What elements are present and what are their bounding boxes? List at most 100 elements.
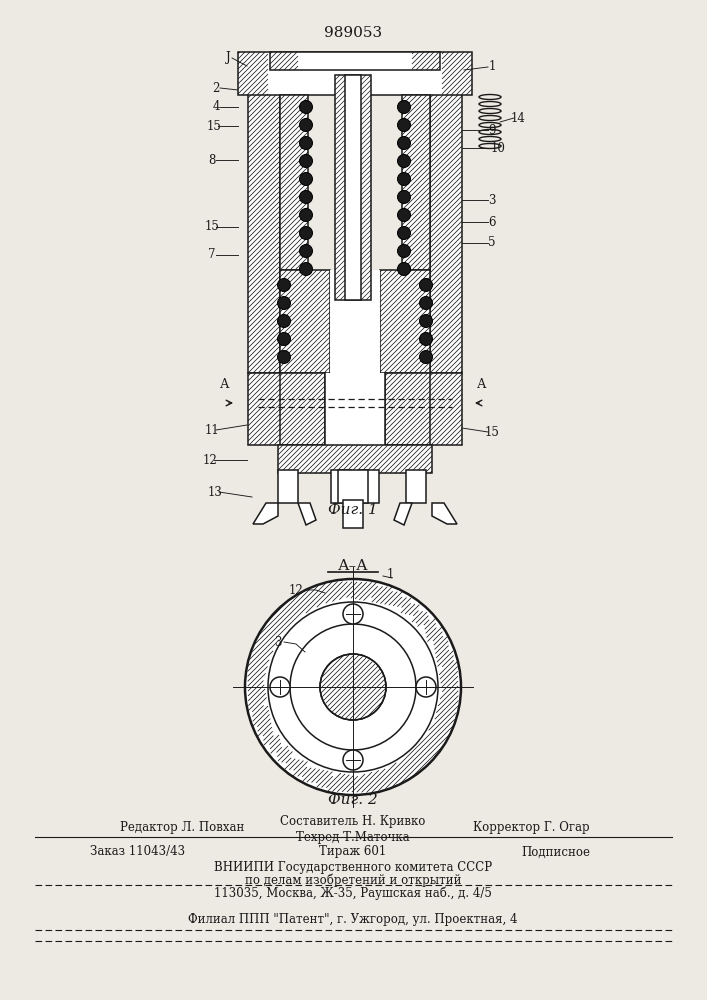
Circle shape	[419, 351, 433, 363]
Circle shape	[300, 190, 312, 204]
Text: 11: 11	[204, 424, 219, 436]
Circle shape	[268, 602, 438, 772]
Text: 15: 15	[484, 426, 499, 438]
Text: J: J	[226, 51, 230, 64]
Text: 14: 14	[510, 111, 525, 124]
Bar	[278, 445, 432, 473]
Text: 1: 1	[386, 568, 394, 582]
Text: 1: 1	[489, 60, 496, 74]
Text: 3: 3	[274, 636, 282, 648]
Text: 6: 6	[489, 216, 496, 229]
Circle shape	[278, 314, 291, 328]
Text: Заказ 11043/43: Заказ 11043/43	[90, 846, 185, 858]
Text: 113035, Москва, Ж-35, Раушская наб., д. 4/5: 113035, Москва, Ж-35, Раушская наб., д. …	[214, 886, 492, 900]
Bar	[280, 270, 330, 373]
Text: Техред Т.Маточка: Техред Т.Маточка	[296, 830, 410, 844]
Circle shape	[300, 227, 312, 239]
Circle shape	[270, 677, 290, 697]
Circle shape	[300, 209, 312, 222]
Circle shape	[300, 136, 312, 149]
Bar	[335, 75, 371, 300]
Text: Филиал ППП "Патент", г. Ужгород, ул. Проектная, 4: Филиал ППП "Патент", г. Ужгород, ул. Про…	[188, 914, 518, 926]
Text: 10: 10	[491, 141, 506, 154]
Bar	[278, 470, 298, 503]
Bar	[330, 270, 380, 373]
Circle shape	[419, 332, 433, 346]
Text: 15: 15	[206, 119, 221, 132]
Circle shape	[419, 314, 433, 328]
Circle shape	[397, 190, 411, 204]
Bar	[402, 95, 430, 270]
Text: 989053: 989053	[324, 26, 382, 40]
Bar	[280, 95, 308, 270]
Text: Подписное: Подписное	[521, 846, 590, 858]
Text: 5: 5	[489, 236, 496, 249]
Circle shape	[397, 262, 411, 275]
Text: ВНИИПИ Государственного комитета СССР: ВНИИПИ Государственного комитета СССР	[214, 860, 492, 874]
Circle shape	[397, 101, 411, 113]
Circle shape	[278, 351, 291, 363]
Text: 4: 4	[212, 101, 220, 113]
Circle shape	[397, 136, 411, 149]
Text: А: А	[221, 378, 230, 391]
Text: 15: 15	[204, 221, 219, 233]
Bar	[345, 75, 361, 300]
Bar	[385, 373, 430, 445]
Polygon shape	[298, 503, 316, 525]
Text: Составитель Н. Кривко: Составитель Н. Кривко	[280, 816, 426, 828]
Circle shape	[300, 172, 312, 186]
Polygon shape	[253, 503, 278, 524]
Polygon shape	[394, 503, 412, 525]
Circle shape	[278, 332, 291, 346]
Bar	[380, 270, 430, 373]
Circle shape	[278, 278, 291, 292]
Circle shape	[397, 118, 411, 131]
Text: Фиг. 1: Фиг. 1	[328, 503, 378, 517]
Text: 3: 3	[489, 194, 496, 207]
Bar	[343, 500, 363, 528]
Circle shape	[300, 154, 312, 167]
Polygon shape	[432, 503, 457, 524]
Circle shape	[300, 118, 312, 131]
Circle shape	[397, 209, 411, 222]
Text: А: А	[477, 378, 486, 391]
Bar	[238, 52, 472, 95]
Text: Фиг. 2: Фиг. 2	[328, 793, 378, 807]
Bar	[430, 78, 462, 373]
Bar	[359, 470, 379, 503]
Text: 8: 8	[209, 153, 216, 166]
Text: 13: 13	[208, 486, 223, 498]
Bar	[406, 470, 426, 503]
Bar	[331, 470, 351, 503]
Text: по делам изобретений и открытий: по делам изобретений и открытий	[245, 873, 461, 887]
Bar	[270, 52, 440, 70]
Circle shape	[300, 262, 312, 275]
Circle shape	[343, 604, 363, 624]
Circle shape	[290, 624, 416, 750]
Circle shape	[419, 296, 433, 310]
Bar	[325, 373, 385, 445]
Circle shape	[397, 227, 411, 239]
Circle shape	[416, 677, 436, 697]
Bar	[248, 78, 280, 373]
Text: 7: 7	[209, 248, 216, 261]
Text: 9: 9	[489, 123, 496, 136]
Circle shape	[300, 101, 312, 113]
Circle shape	[397, 154, 411, 167]
Bar	[280, 373, 325, 445]
Circle shape	[397, 244, 411, 257]
Text: 12: 12	[203, 454, 217, 466]
Text: 12: 12	[288, 584, 303, 596]
Text: Редактор Л. Повхан: Редактор Л. Повхан	[120, 820, 245, 834]
Circle shape	[320, 654, 386, 720]
Text: А–А: А–А	[338, 559, 368, 573]
Circle shape	[278, 296, 291, 310]
Circle shape	[397, 172, 411, 186]
Text: Тираж 601: Тираж 601	[320, 846, 387, 858]
Circle shape	[245, 579, 461, 795]
Text: Корректор Г. Огар: Корректор Г. Огар	[474, 820, 590, 834]
Circle shape	[343, 750, 363, 770]
Bar	[338, 470, 368, 503]
Bar	[248, 373, 462, 445]
Circle shape	[419, 278, 433, 292]
